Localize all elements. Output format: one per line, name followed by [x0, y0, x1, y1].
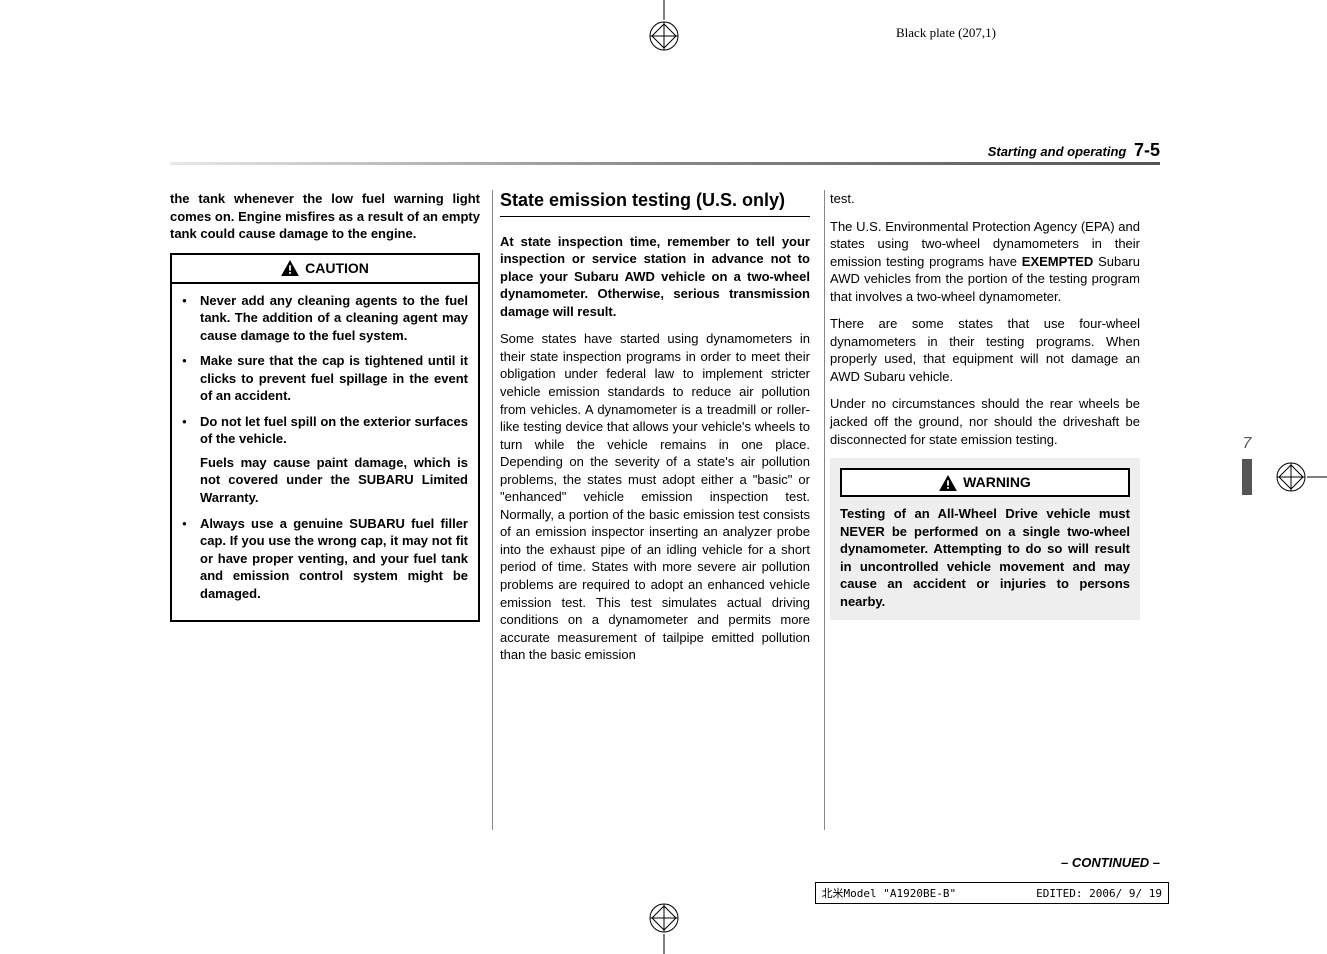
col3-p4: Under no circumstances should the rear w… — [830, 395, 1140, 448]
warning-header: WARNING — [840, 468, 1130, 497]
crop-mark-bottom — [634, 894, 694, 954]
caution-item-text: Never add any cleaning agents to the fue… — [200, 293, 468, 343]
column-1: the tank whenever the low fuel warning l… — [170, 190, 480, 664]
text-bold: EXEMPTED — [1022, 254, 1094, 269]
caution-item-text: Do not let fuel spill on the exterior su… — [200, 414, 468, 447]
caution-item: Do not let fuel spill on the exterior su… — [182, 413, 468, 507]
caution-label: CAUTION — [305, 259, 369, 278]
warning-icon — [939, 475, 957, 491]
caution-item-sub: Fuels may cause paint damage, which is n… — [200, 454, 468, 507]
col3-p1: test. — [830, 190, 1140, 208]
black-plate-label: Black plate (207,1) — [896, 25, 996, 41]
header-section: Starting and operating 7-5 — [988, 140, 1160, 161]
side-tab-number: 7 — [1243, 435, 1252, 453]
caution-list: Never add any cleaning agents to the fue… — [182, 292, 468, 603]
column-2: State emission testing (U.S. only) At st… — [500, 190, 810, 664]
section-title: State emission testing (U.S. only) — [500, 190, 810, 217]
crop-mark-top — [634, 0, 694, 60]
caution-item: Make sure that the cap is tightened unti… — [182, 352, 468, 405]
page-number: 7-5 — [1134, 140, 1160, 160]
col2-p1: At state inspection time, remember to te… — [500, 233, 810, 321]
caution-box: CAUTION Never add any cleaning agents to… — [170, 253, 480, 623]
warning-box: WARNING Testing of an All-Wheel Drive ve… — [830, 458, 1140, 620]
side-tab: 7 — [1242, 435, 1252, 495]
header-rule — [170, 162, 1160, 165]
warning-text: Testing of an All-Wheel Drive vehicle mu… — [840, 505, 1130, 610]
footer-edited: EDITED: 2006/ 9/ 19 — [1036, 887, 1162, 900]
caution-header: CAUTION — [172, 255, 478, 284]
col2-p2: Some states have started using dynamomet… — [500, 330, 810, 663]
caution-icon — [281, 260, 299, 276]
col3-p3: There are some states that use four-whee… — [830, 315, 1140, 385]
warning-label: WARNING — [963, 473, 1031, 492]
side-tab-bar — [1242, 459, 1252, 495]
caution-item-text: Make sure that the cap is tightened unti… — [200, 353, 468, 403]
col1-lead: the tank whenever the low fuel warning l… — [170, 190, 480, 243]
caution-item: Never add any cleaning agents to the fue… — [182, 292, 468, 345]
footer-box: 北米Model "A1920BE-B" EDITED: 2006/ 9/ 19 — [815, 882, 1169, 904]
crop-mark-right — [1267, 447, 1327, 507]
continued-label: – CONTINUED – — [1061, 855, 1160, 870]
caution-item-text: Always use a genuine SUBARU fuel filler … — [200, 516, 468, 601]
caution-item: Always use a genuine SUBARU fuel filler … — [182, 515, 468, 603]
footer-model: 北米Model "A1920BE-B" — [822, 885, 957, 901]
col3-p2: The U.S. Environmental Protection Agency… — [830, 218, 1140, 306]
header-section-text: Starting and operating — [988, 144, 1127, 159]
column-3: test. The U.S. Environmental Protection … — [830, 190, 1140, 664]
